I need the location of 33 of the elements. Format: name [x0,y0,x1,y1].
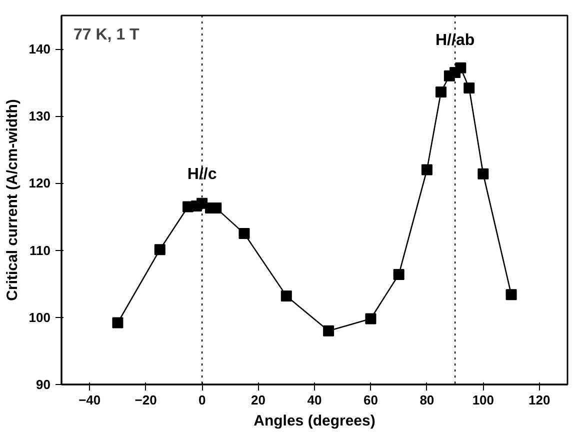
point [455,62,466,74]
point [478,168,489,180]
point [464,82,475,94]
point [238,228,250,240]
y-tick-label: 110 [30,242,51,258]
y-tick-label: 100 [28,310,51,325]
x-tick-label: 100 [472,392,494,408]
x-tick-label: 80 [420,392,434,408]
y-tick-label: 120 [28,176,51,191]
point [436,86,446,98]
x-tick-label: 60 [363,392,378,408]
point [365,313,376,324]
point [393,268,404,280]
x-tick-label: 0 [198,392,206,408]
x-tick-label: 20 [251,392,266,408]
y-tick-label: 140 [28,42,51,57]
point [154,244,166,256]
annotation: H//c [187,166,217,184]
y-axis-title: Critical current (A/cm-width) [4,99,21,301]
annotation: H//ab [435,32,475,50]
x-tick-label: 120 [528,392,550,408]
x-tick-label: 40 [307,392,322,408]
x-tick-label: −40 [78,392,101,408]
point [421,164,432,176]
point [280,290,292,302]
y-tick-label: 130 [28,108,51,124]
annotation: 77 K, 1 T [74,26,140,44]
x-tick-label: −20 [134,392,157,408]
y-tick-label: 90 [36,377,51,392]
point [112,317,124,328]
x-axis-title: Angles (degrees) [254,412,376,430]
point [323,325,334,336]
point [506,289,517,300]
